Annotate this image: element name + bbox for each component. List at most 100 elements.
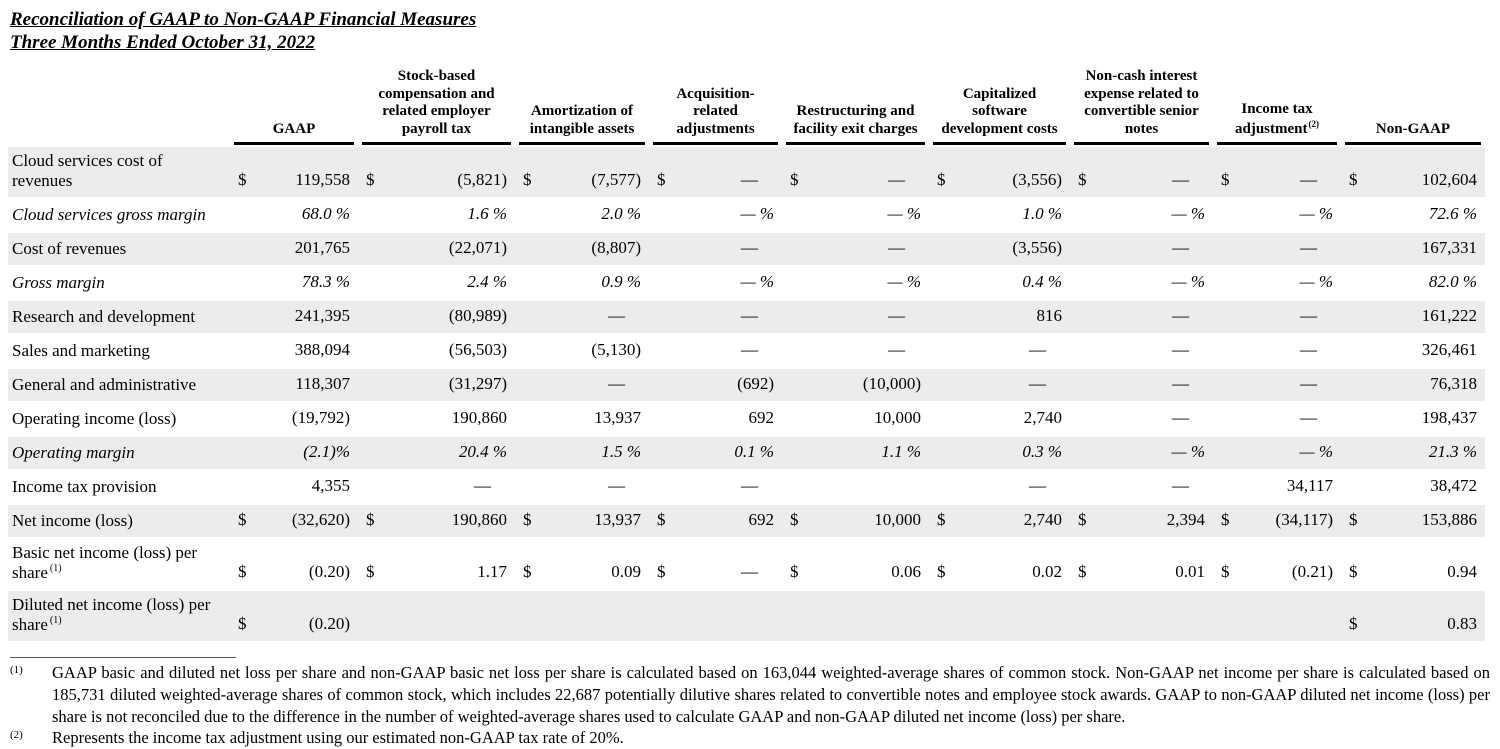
cell-value: (34,117)	[1275, 510, 1333, 529]
row-label-footnote-ref: (1)	[49, 563, 62, 575]
cell-value: —	[1172, 170, 1189, 189]
table-cell: —	[782, 334, 929, 368]
cell-value: 167,331	[1421, 238, 1477, 257]
footnote-2-marker: (2)	[10, 729, 23, 742]
cell-value: 692	[748, 510, 775, 529]
table-cell: 78.3 %	[230, 266, 358, 300]
cell-value: 0.94	[1447, 562, 1477, 582]
cell-value: 76,318	[1430, 374, 1477, 393]
table-cell: 167,331	[1341, 232, 1485, 266]
row-label-text: Sales and marketing	[12, 340, 150, 360]
table-cell: 2.0 %	[515, 198, 649, 232]
table-cell: 1.6 %	[358, 198, 515, 232]
dollar-sign: $	[790, 510, 799, 529]
table-cell: $ (0.20)	[230, 538, 358, 590]
table-cell: 13,937	[515, 402, 649, 436]
cell-value: — %	[1299, 204, 1333, 223]
cell-value: (31,297)	[448, 374, 507, 393]
cell-value: (22,071)	[448, 238, 507, 257]
table-cell: $0.02	[929, 538, 1070, 590]
dollar-sign: $	[790, 170, 799, 189]
cell-value: (10,000)	[862, 374, 921, 393]
table-cell: (19,792)	[230, 402, 358, 436]
cell-value: 388,094	[294, 340, 350, 359]
table-cell: — %	[782, 198, 929, 232]
table-cell: $ —	[1070, 146, 1213, 198]
table-cell: $0.09	[515, 538, 649, 590]
table-cell: $0.83	[1341, 590, 1485, 641]
table-row: Cloud services cost of revenues $119,558 $…	[8, 145, 1485, 198]
cell-value: 2,740	[1023, 408, 1062, 427]
dollar-sign: $	[1349, 510, 1358, 529]
table-cell: —	[1070, 470, 1213, 504]
row-label-text: Diluted net income (loss) per share	[12, 595, 211, 635]
dollar-sign: $	[238, 562, 247, 582]
cell-value: 0.09	[611, 562, 641, 582]
table-cell: —	[649, 470, 782, 504]
dollar-sign: $	[1078, 170, 1087, 189]
cell-value: — %	[1171, 272, 1205, 291]
dollar-sign: $	[523, 562, 532, 582]
column-header-label: Amortization of intangible assets	[529, 103, 635, 137]
table-cell: —	[649, 334, 782, 368]
column-header: Capitalized software development costs	[929, 62, 1070, 146]
cell-value: (3,556)	[1012, 238, 1062, 257]
cell-value: 78.3 %	[301, 272, 350, 291]
footnote-1-text: GAAP basic and diluted net loss per shar…	[52, 663, 1490, 726]
dollar-sign: $	[790, 562, 799, 582]
cell-value: —	[608, 476, 625, 495]
table-cell: 10,000	[782, 402, 929, 436]
table-row: Sales and marketing 388,094 (56,503) (5,130…	[8, 334, 1485, 368]
table-cell: 1.5 %	[515, 436, 649, 470]
cell-value: 0.02	[1032, 562, 1062, 582]
cell-value: —	[1172, 408, 1189, 427]
cell-value: —	[1172, 340, 1189, 359]
table-cell: —	[358, 470, 515, 504]
cell-value: 0.1 %	[734, 442, 774, 461]
column-header: Non-GAAP	[1341, 62, 1485, 146]
dollar-sign: $	[1349, 562, 1358, 582]
table-cell: $1.17	[358, 538, 515, 590]
cell-value: 198,437	[1421, 408, 1477, 427]
table-cell: —	[929, 470, 1070, 504]
table-cell: (80,989)	[358, 300, 515, 334]
table-cell: —	[1070, 300, 1213, 334]
cell-value: 2.4 %	[467, 272, 507, 291]
cell-value: —	[1300, 170, 1317, 189]
cell-value: (80,989)	[448, 306, 507, 325]
dollar-sign: $	[366, 510, 375, 529]
table-cell: —	[1213, 368, 1341, 402]
dollar-sign: $	[1349, 614, 1358, 634]
cell-value: (19,792)	[291, 408, 350, 427]
row-label: Cost of revenues	[8, 232, 230, 266]
row-label-text: Income tax provision	[12, 476, 157, 496]
row-label-text: Operating income (loss)	[12, 408, 177, 428]
cell-value: 1.1 %	[881, 442, 921, 461]
cell-value: (2.1)%	[303, 442, 350, 461]
table-cell	[782, 470, 929, 504]
cell-value: 326,461	[1421, 340, 1477, 359]
cell-value: —	[888, 306, 905, 325]
row-label-text: Net income (loss)	[12, 510, 133, 530]
cell-value: —	[474, 476, 491, 495]
table-cell: —	[515, 470, 649, 504]
page-subtitle: Three Months Ended October 31, 2022	[10, 32, 316, 54]
table-cell: 241,395	[230, 300, 358, 334]
table-cell: $ —	[649, 538, 782, 590]
column-header-label: Non-GAAP	[1375, 120, 1451, 137]
row-label: General and administrative	[8, 368, 230, 402]
table-cell: $ (7,577)	[515, 146, 649, 198]
row-label-text: Cloud services cost of revenues	[12, 150, 163, 190]
table-cell: —	[782, 232, 929, 266]
title-block: Reconciliation of GAAP to Non-GAAP Finan…	[10, 8, 1492, 54]
row-label: Sales and marketing	[8, 334, 230, 368]
table-cell: 1.1 %	[782, 436, 929, 470]
cell-value: 72.6 %	[1428, 204, 1477, 223]
table-cell: 0.4 %	[929, 266, 1070, 300]
cell-value: 0.06	[891, 562, 921, 582]
table-cell: —	[1213, 300, 1341, 334]
table-cell: —	[1070, 334, 1213, 368]
table-cell: — %	[1213, 436, 1341, 470]
cell-value: — %	[740, 204, 774, 223]
row-label-text: Basic net income (loss) per share	[12, 543, 198, 583]
